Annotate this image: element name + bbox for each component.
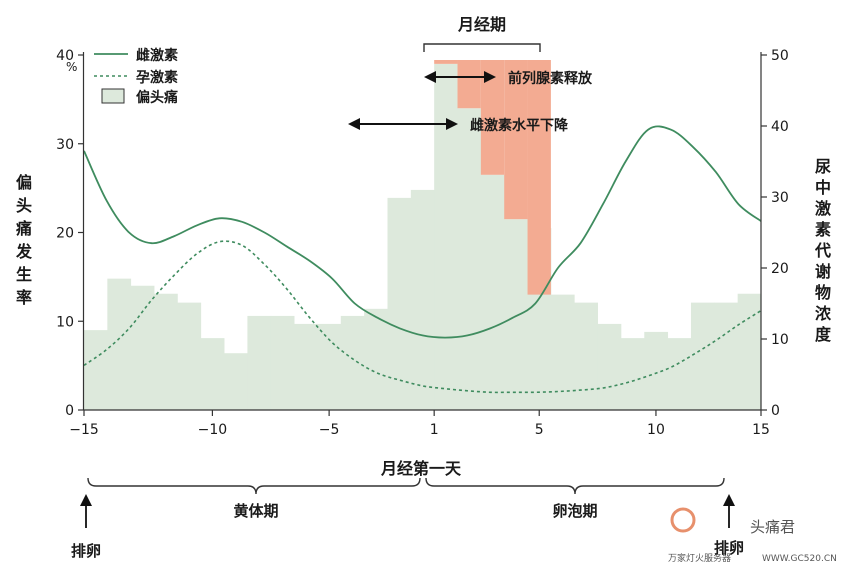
legend-progesterone-label: 孕激素 <box>136 69 178 86</box>
period-highlight-segment <box>434 60 458 64</box>
migraine-bar <box>154 293 178 410</box>
y-left-tick-label: 0 <box>65 403 74 419</box>
migraine-bar <box>247 315 272 410</box>
migraine-bar <box>597 323 622 410</box>
estrogen-line <box>83 125 762 339</box>
migraine-bar <box>107 278 132 410</box>
migraine-bar <box>224 353 248 410</box>
y-axis-left-title-text: 偏头痛发生率 <box>15 173 33 307</box>
watermark: 头痛君 万家灯火服务器 WWW.GC520.CN <box>668 507 837 564</box>
y-axis-right-title-text: 尿中激素代谢物浓度 <box>814 157 832 344</box>
y-right-tick-label: 40 <box>771 119 789 135</box>
ovulation-arrow-left <box>80 494 92 528</box>
legend-estrogen-label: 雌激素 <box>136 47 178 64</box>
x-tick-label: 5 <box>535 422 544 438</box>
period-highlight-segment <box>480 60 505 175</box>
migraine-bar <box>387 197 412 410</box>
migraine-bar <box>574 302 598 410</box>
y-left-tick-label: 20 <box>56 226 74 242</box>
hormone-lines <box>83 125 762 394</box>
legend-migraine-swatch <box>101 88 125 104</box>
ovulation-right-label: 排卵 <box>714 539 744 557</box>
estrogen-drop-label: 雌激素水平下降 <box>470 117 569 134</box>
legend: 雌激素 孕激素 偏头痛 <box>94 47 178 106</box>
migraine-bar <box>270 315 295 410</box>
legend-migraine-label: 偏头痛 <box>136 89 178 106</box>
migraine-bar <box>130 285 155 410</box>
x-tick-label: 15 <box>752 422 770 438</box>
luteal-label: 黄体期 <box>233 502 278 520</box>
period-highlight-segment <box>504 60 528 220</box>
migraine-bar <box>690 302 715 410</box>
y-axis-right-title: 尿中激素代谢物浓度 <box>814 157 832 344</box>
migraine-bar <box>714 302 739 410</box>
migraine-bar <box>620 338 645 410</box>
migraine-bar <box>434 63 458 410</box>
migraine-bar <box>410 189 435 410</box>
follicular-brace <box>425 477 725 495</box>
migraine-bar <box>644 331 669 410</box>
migraine-bar <box>200 338 225 410</box>
y-right-tick-label: 10 <box>771 332 789 348</box>
watermark-caption: 头痛君 <box>750 518 795 536</box>
y-right-tick-label: 30 <box>771 190 789 206</box>
menstrual-highlight <box>434 60 551 295</box>
y-axis-left-title: 偏头痛发生率 <box>15 173 33 307</box>
migraine-bar <box>294 323 318 410</box>
y-left-tick-label: 30 <box>56 137 74 153</box>
period-highlight-segment <box>457 60 481 109</box>
period-label: 月经期 <box>457 15 506 34</box>
x-tick-label: −15 <box>69 422 99 438</box>
migraine-bar <box>340 315 365 410</box>
y-right-tick-label: 50 <box>771 48 789 64</box>
migraine-bar <box>550 294 575 410</box>
x-tick-label: 10 <box>647 422 665 438</box>
period-bracket <box>423 43 541 52</box>
period-highlight-segment <box>527 60 551 295</box>
prostaglandin-label: 前列腺素释放 <box>508 70 593 87</box>
migraine-bar <box>667 338 692 410</box>
y-left-tick-label: 10 <box>56 314 74 330</box>
migraine-bar <box>480 174 505 410</box>
estrogen-drop-arrow <box>348 118 458 130</box>
prostaglandin-arrow <box>424 71 496 83</box>
watermark-domain: WWW.GC520.CN <box>762 554 837 564</box>
luteal-brace <box>87 477 421 495</box>
y-left-tick-label: 40 <box>56 48 74 64</box>
migraine-bar <box>364 308 388 410</box>
x-tick-label: 1 <box>430 422 439 438</box>
watermark-logo-icon <box>670 507 696 533</box>
ovulation-left-label: 排卵 <box>71 542 101 560</box>
follicular-label: 卵泡期 <box>552 502 597 520</box>
ovulation-arrow-right <box>723 494 735 528</box>
watermark-brand: 万家灯火服务器 <box>668 552 731 564</box>
migraine-bar <box>177 302 202 410</box>
x-tick-label: −10 <box>198 422 228 438</box>
x-tick-label: −5 <box>319 422 340 438</box>
migraine-bars <box>84 63 762 410</box>
migraine-bar <box>457 108 482 410</box>
x-axis-title: 月经第一天 <box>380 459 462 478</box>
migraine-bar <box>737 293 762 410</box>
migraine-bar <box>84 330 108 410</box>
y-right-tick-label: 20 <box>771 261 789 277</box>
y-right-tick-label: 0 <box>771 403 780 419</box>
migraine-bar <box>317 323 342 410</box>
migraine-bar <box>504 219 528 410</box>
left-unit: % <box>66 60 77 74</box>
